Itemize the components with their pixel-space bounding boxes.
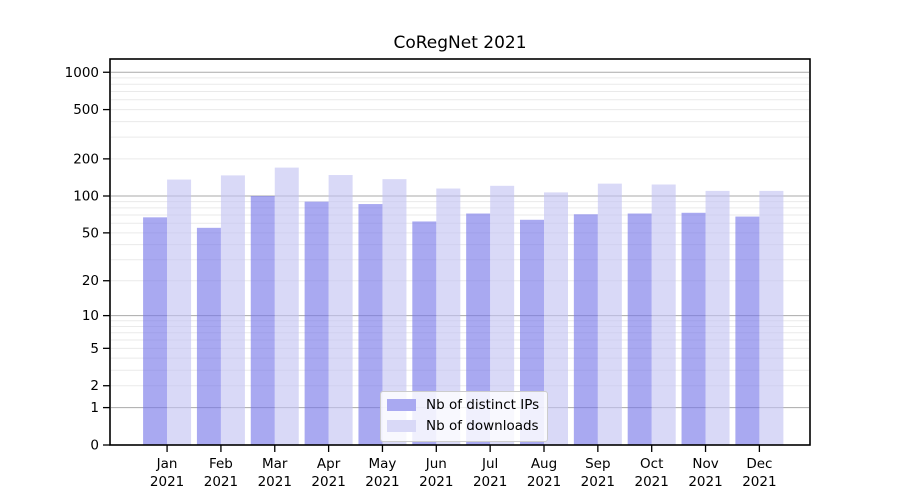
- x-tick-label-year: 2021: [311, 474, 345, 490]
- bar-distinct-ips-may: [358, 204, 383, 445]
- legend-label-downloads: Nb of downloads: [426, 417, 539, 434]
- bar-distinct-ips-mar: [250, 196, 275, 445]
- x-tick-label-year: 2021: [688, 474, 722, 490]
- x-tick-label-month: Nov: [692, 456, 718, 472]
- y-tick-label: 500: [73, 102, 99, 118]
- legend-swatch-distinct-ips: [387, 399, 416, 412]
- y-tick-label: 0: [90, 438, 99, 454]
- chart-title: CoRegNet 2021: [393, 33, 527, 53]
- bar-downloads-jan: [167, 179, 192, 446]
- bar-distinct-ips-feb: [196, 227, 221, 445]
- bar-downloads-mar: [274, 167, 299, 446]
- y-tick-label: 1000: [65, 65, 99, 81]
- y-tick-label: 50: [82, 225, 99, 241]
- x-tick-label-year: 2021: [473, 474, 507, 490]
- x-tick-label-month: May: [369, 456, 397, 472]
- bar-downloads-apr: [328, 175, 353, 445]
- x-tick-label-month: Feb: [209, 456, 233, 472]
- x-tick-label-year: 2021: [581, 474, 615, 490]
- y-tick-label: 200: [73, 151, 99, 167]
- x-tick-label-month: Jun: [425, 456, 447, 472]
- x-tick-label-month: Jan: [156, 456, 178, 472]
- bar-distinct-ips-dec: [735, 216, 760, 445]
- y-tick-label: 1: [90, 400, 99, 416]
- x-tick-label-year: 2021: [258, 474, 292, 490]
- y-tick-label: 5: [90, 341, 99, 357]
- bar-downloads-jul: [490, 185, 515, 445]
- x-tick-label-month: Aug: [531, 456, 557, 472]
- legend-swatch-downloads: [387, 420, 416, 433]
- bar-downloads-dec: [759, 190, 784, 445]
- x-tick-label-month: Mar: [262, 456, 288, 472]
- x-tick-label-year: 2021: [204, 474, 238, 490]
- x-tick-label-year: 2021: [419, 474, 453, 490]
- bar-distinct-ips-sep: [573, 214, 598, 445]
- x-tick-label-year: 2021: [742, 474, 776, 490]
- bar-downloads-feb: [220, 175, 245, 446]
- x-tick-label-year: 2021: [527, 474, 561, 490]
- bar-downloads-oct: [651, 184, 676, 446]
- y-tick-label: 100: [73, 189, 99, 205]
- x-tick-label-year: 2021: [365, 474, 399, 490]
- bar-downloads-sep: [597, 183, 622, 445]
- x-tick-label-month: Sep: [585, 456, 610, 472]
- x-tick-label-year: 2021: [150, 474, 184, 490]
- bar-distinct-ips-jan: [143, 217, 168, 445]
- x-tick-label-month: Dec: [746, 456, 772, 472]
- bar-downloads-nov: [705, 190, 730, 445]
- y-tick-label: 2: [90, 378, 99, 394]
- bar-distinct-ips-oct: [627, 213, 652, 445]
- legend: Nb of distinct IPs Nb of downloads: [380, 391, 549, 442]
- y-tick-label: 10: [82, 308, 99, 324]
- x-tick-label-year: 2021: [635, 474, 669, 490]
- x-tick-label-month: Jul: [481, 456, 498, 472]
- bar-distinct-ips-apr: [304, 201, 329, 445]
- legend-label-distinct-ips: Nb of distinct IPs: [426, 397, 540, 413]
- bar-distinct-ips-nov: [681, 212, 706, 445]
- plot-border: [109, 58, 811, 446]
- legend-item-downloads: Nb of downloads: [387, 418, 539, 435]
- legend-item-distinct-ips: Nb of distinct IPs: [387, 397, 539, 414]
- x-tick-label-month: Oct: [640, 456, 663, 472]
- y-tick-label: 20: [82, 273, 99, 289]
- x-tick-label-month: Apr: [317, 456, 341, 472]
